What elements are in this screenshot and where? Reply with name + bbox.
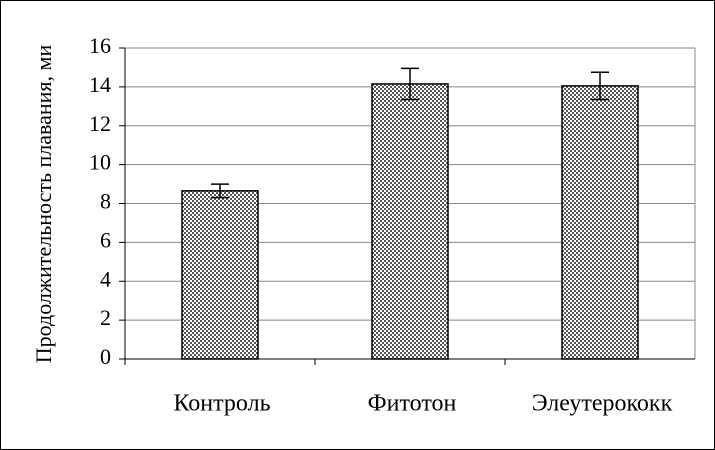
y-axis-label: Продолжительность плавания, ми [31,45,56,364]
y-tick-label: 10 [89,150,111,175]
y-tick-label: 0 [100,344,111,369]
x-tick-label: Фитотон [368,391,457,417]
y-tick-label: 4 [100,266,111,291]
x-tick-label: Элеутерококк [532,391,673,417]
bar [561,85,639,360]
y-tick-label: 8 [100,189,111,214]
bar [181,190,259,360]
y-tick-label: 6 [100,227,111,252]
y-tick-label: 14 [89,72,111,97]
x-tick-label: Контроль [173,391,270,417]
bar [371,83,449,360]
y-tick-label: 2 [100,305,111,330]
y-tick-label: 12 [89,111,111,136]
y-tick-label: 16 [89,33,111,58]
